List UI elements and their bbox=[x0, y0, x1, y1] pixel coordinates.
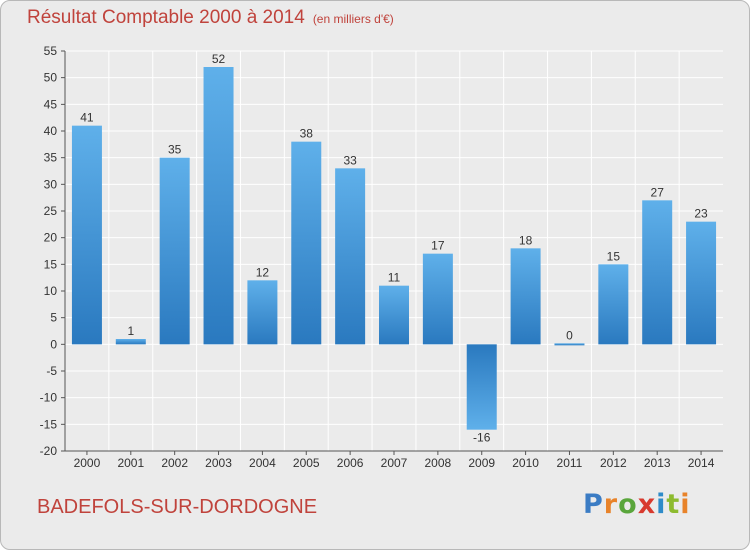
y-tick-label: -20 bbox=[40, 444, 58, 458]
bar-value-label: 52 bbox=[212, 52, 226, 66]
bar-value-label: 11 bbox=[388, 271, 401, 285]
bar-value-label: 38 bbox=[300, 127, 314, 141]
x-tick-label: 2010 bbox=[512, 456, 539, 470]
y-tick-label: -15 bbox=[40, 417, 58, 431]
x-tick-label: 2012 bbox=[600, 456, 627, 470]
logo-letter: r bbox=[603, 489, 619, 520]
x-tick-label: 2014 bbox=[688, 456, 715, 470]
bar-2014 bbox=[686, 221, 717, 345]
x-tick-label: 2009 bbox=[468, 456, 495, 470]
bar-value-label: 12 bbox=[256, 265, 270, 279]
bar-value-label: -16 bbox=[473, 431, 491, 445]
y-tick-label: -5 bbox=[46, 364, 57, 378]
y-tick-label: 45 bbox=[44, 97, 58, 111]
bar-2003 bbox=[203, 67, 234, 345]
bar-value-label: 15 bbox=[607, 249, 621, 263]
y-tick-label: 35 bbox=[44, 151, 58, 165]
logo-letter: o bbox=[618, 489, 638, 520]
y-tick-label: 20 bbox=[44, 231, 58, 245]
y-tick-label: 25 bbox=[44, 204, 58, 218]
chart-title-text: Résultat Comptable 2000 à 2014 bbox=[27, 7, 305, 28]
logo-letter: i bbox=[656, 489, 667, 520]
bar-2008 bbox=[422, 253, 453, 345]
bar-value-label: 27 bbox=[651, 185, 665, 199]
x-tick-labels: 2000 2001 2002 2003 2004 2005 2006 2007 2008 2009… bbox=[74, 456, 715, 470]
bar-value-label: 0 bbox=[566, 328, 573, 342]
bar-value-label: 17 bbox=[431, 239, 445, 253]
bar-2004 bbox=[247, 280, 278, 345]
y-tick-label: 50 bbox=[44, 71, 58, 85]
bar-value-label: 35 bbox=[168, 143, 182, 157]
y-tick-label: 15 bbox=[44, 257, 58, 271]
x-tick-label: 2001 bbox=[117, 456, 144, 470]
bar-value-label: 41 bbox=[80, 111, 94, 125]
bar-2007 bbox=[379, 285, 409, 345]
x-tick-label: 2004 bbox=[249, 456, 276, 470]
bar-2009 bbox=[466, 344, 497, 430]
chart-title: Résultat Comptable 2000 à 2014 (en millie… bbox=[27, 7, 394, 29]
logo-letter: t bbox=[666, 489, 681, 520]
x-tick-label: 2013 bbox=[644, 456, 671, 470]
y-tick-label: -10 bbox=[40, 391, 58, 405]
bars bbox=[71, 67, 717, 430]
x-tick-label: 2000 bbox=[74, 456, 101, 470]
bar-2005 bbox=[291, 141, 322, 345]
y-tick-label: 5 bbox=[50, 311, 57, 325]
logo-letter: P bbox=[583, 489, 604, 520]
logo-letter: i bbox=[680, 489, 691, 520]
x-tick-label: 2011 bbox=[557, 456, 583, 470]
bar-value-label: 23 bbox=[694, 207, 708, 221]
x-tick-label: 2002 bbox=[161, 456, 188, 470]
bar-2012 bbox=[598, 264, 629, 345]
y-tick-label: 40 bbox=[44, 124, 58, 138]
axes bbox=[61, 50, 723, 455]
bar-2011 bbox=[554, 343, 585, 346]
chart-unit-label: (en milliers d'€) bbox=[312, 12, 394, 26]
bar-value-labels: 41 1 35 52 12 38 33 11 17 -16 18 0 15 27 23 bbox=[80, 52, 708, 445]
bar-2010 bbox=[510, 248, 541, 345]
x-tick-label: 2003 bbox=[205, 456, 232, 470]
bar-2013 bbox=[642, 200, 673, 345]
bar-value-label: 18 bbox=[519, 233, 533, 247]
bar-2002 bbox=[159, 157, 190, 345]
bar-value-label: 33 bbox=[343, 153, 357, 167]
x-tick-label: 2005 bbox=[293, 456, 320, 470]
bar-value-label: 1 bbox=[127, 324, 134, 338]
city-name: BADEFOLS-SUR-DORDOGNE bbox=[37, 496, 318, 518]
y-tick-label: 55 bbox=[44, 44, 58, 58]
x-tick-label: 2008 bbox=[425, 456, 452, 470]
bar-2001 bbox=[115, 339, 146, 345]
y-tick-labels: -20 -15 -10 -5 0 5 10 15 20 25 30 35 40 45 50 55 bbox=[40, 44, 58, 458]
y-tick-label: 0 bbox=[50, 337, 57, 351]
y-tick-label: 30 bbox=[44, 177, 58, 191]
x-tick-label: 2006 bbox=[337, 456, 364, 470]
x-tick-label: 2007 bbox=[381, 456, 408, 470]
proxiti-logo: Proxiti bbox=[583, 489, 691, 520]
y-tick-label: 10 bbox=[44, 284, 58, 298]
bar-2000 bbox=[71, 125, 102, 345]
logo-letter: x bbox=[637, 489, 657, 520]
bar-2006 bbox=[335, 168, 366, 345]
